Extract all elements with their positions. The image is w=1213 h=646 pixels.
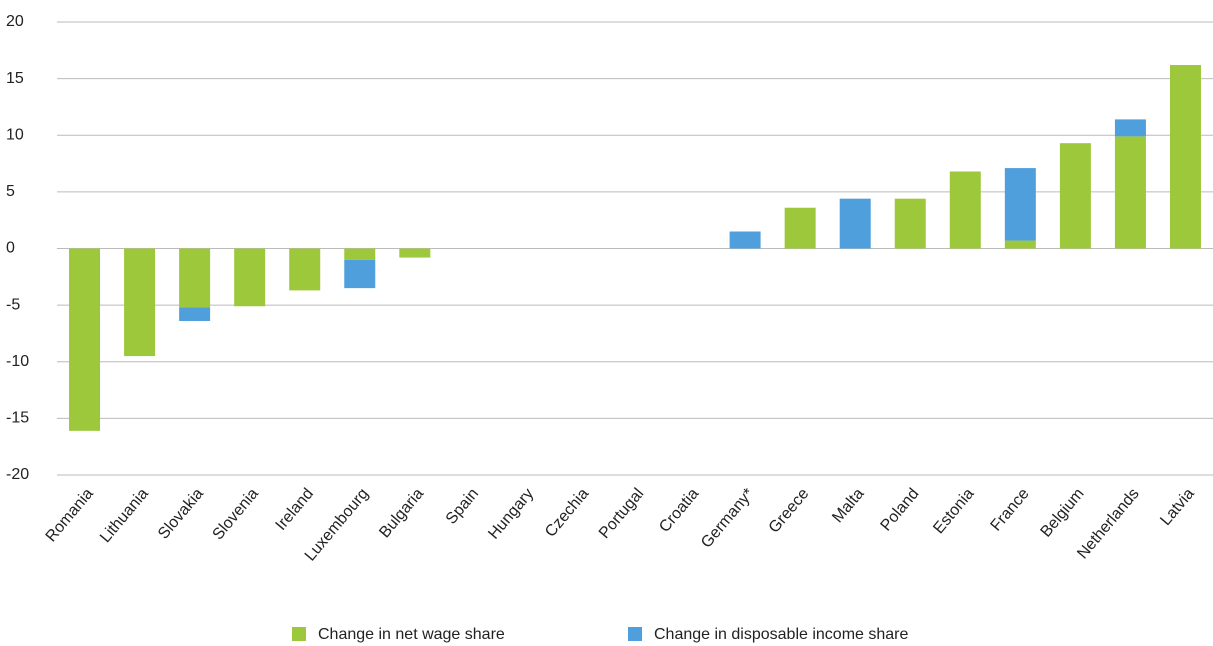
legend-label: Change in net wage share [318, 626, 505, 643]
x-tick-label: Germany* [698, 485, 757, 551]
x-tick-label: Bulgaria [376, 485, 427, 541]
y-tick-label: 10 [6, 126, 24, 143]
bar [1114, 136, 1146, 249]
bar [894, 198, 926, 249]
y-tick-label: -5 [6, 296, 20, 313]
x-tick-label: Poland [877, 485, 922, 534]
bar [234, 248, 266, 307]
x-tick-label: Belgium [1037, 485, 1087, 540]
x-tick-label: Slovenia [209, 485, 262, 543]
x-tick-label: Portugal [596, 485, 647, 542]
bar [1169, 65, 1201, 249]
x-tick-label: Slovakia [155, 485, 207, 542]
bar [949, 171, 981, 249]
y-tick-label: -20 [6, 466, 29, 483]
bar [1059, 143, 1091, 249]
bar [839, 198, 871, 249]
x-tick-label: Spain [443, 485, 482, 527]
bar [1114, 119, 1146, 137]
x-tick-label: Latvia [1157, 485, 1198, 529]
y-tick-label: 0 [6, 240, 15, 257]
bar [399, 248, 431, 258]
y-tick-label: -15 [6, 410, 29, 427]
bar [179, 248, 211, 308]
bar [69, 248, 101, 431]
x-tick-label: Ireland [273, 485, 317, 533]
x-tick-label: Romania [43, 485, 97, 545]
legend-swatch [292, 627, 306, 641]
y-tick-label: 5 [6, 183, 15, 200]
bar [179, 307, 211, 321]
bar [344, 248, 376, 260]
x-tick-label: Croatia [656, 485, 702, 536]
y-tick-label: -10 [6, 353, 29, 370]
x-tick-label: France [988, 485, 1033, 534]
bar [344, 259, 376, 289]
x-tick-label: Greece [766, 485, 813, 536]
x-tick-label: Lithuania [97, 485, 152, 546]
x-tick-label: Malta [829, 485, 867, 526]
x-tick-label: Estonia [930, 485, 977, 537]
bar [784, 207, 816, 249]
y-tick-label: 15 [6, 70, 24, 87]
legend-label: Change in disposable income share [654, 626, 908, 643]
bar [1004, 240, 1036, 249]
bar [124, 248, 156, 357]
bar [729, 231, 761, 249]
bar [1004, 168, 1036, 241]
x-tick-label: Hungary [485, 485, 537, 542]
bar [289, 248, 321, 291]
y-tick-label: 20 [6, 13, 24, 30]
legend-swatch [628, 627, 642, 641]
x-tick-label: Czechia [542, 485, 592, 540]
